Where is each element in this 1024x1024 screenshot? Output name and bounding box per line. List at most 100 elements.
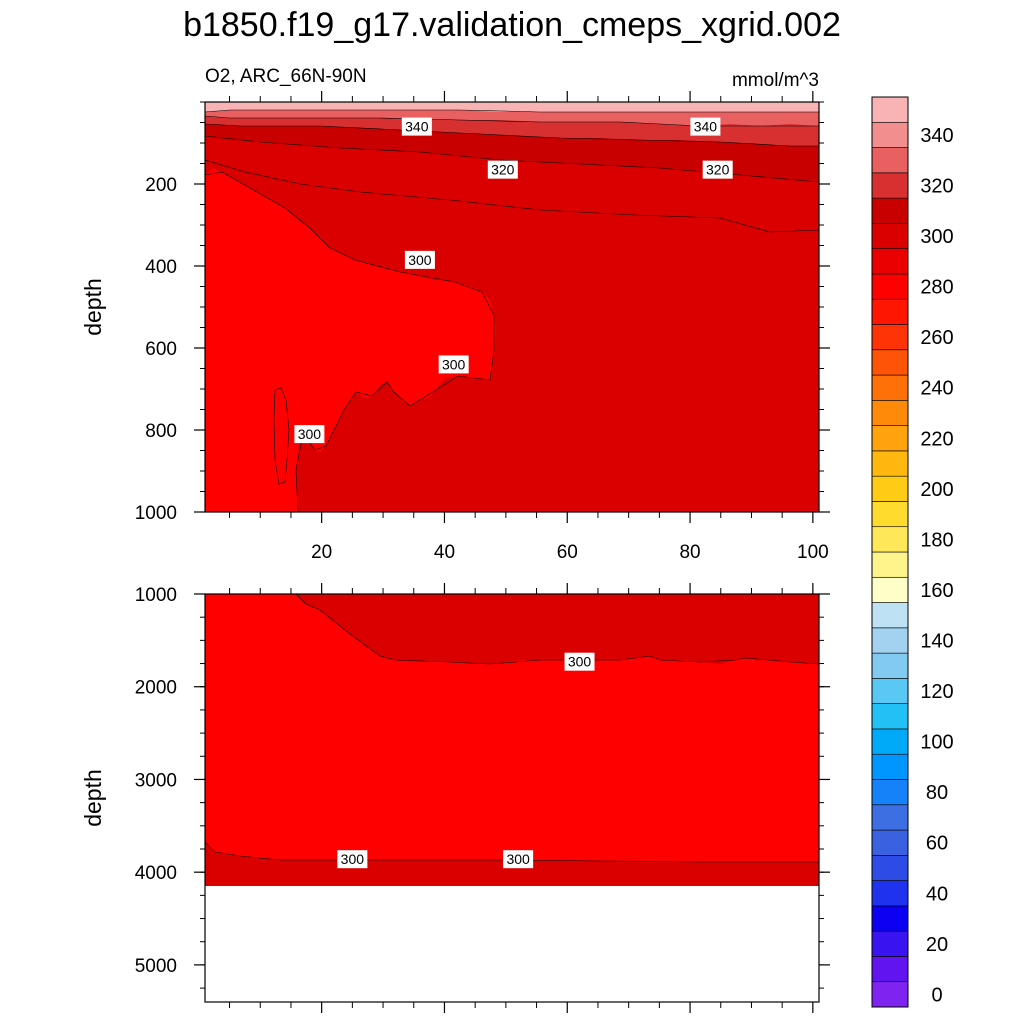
contour-label-text: 300 — [506, 851, 530, 867]
colorbar-box — [871, 501, 909, 528]
colorbar-box — [871, 400, 909, 426]
colorbar-label: 80 — [926, 782, 948, 804]
lower-ylabel: depth — [80, 769, 106, 827]
colorbar-box — [871, 223, 909, 249]
lower-y-tick-label: 3000 — [135, 770, 177, 791]
contour-label: 300 — [337, 850, 368, 869]
contour-label-text: 340 — [694, 119, 718, 135]
upper-y-tick-label: 1000 — [135, 503, 177, 524]
lower-contour-fill — [205, 594, 819, 886]
upper-contour-labels: 340 340 320 320 300 300 300 — [294, 117, 733, 444]
colorbar-label: 40 — [926, 883, 948, 905]
colorbar-label: 160 — [920, 580, 953, 602]
upper-line-300-island — [273, 387, 290, 485]
colorbar-label: 300 — [920, 226, 953, 248]
upper-region-350-up — [205, 102, 819, 112]
contour-label-box — [690, 117, 721, 136]
contour-label-text: 300 — [341, 851, 365, 867]
upper-line-340 — [205, 115, 819, 127]
colorbar-box — [871, 172, 909, 199]
colorbar-box — [871, 576, 909, 603]
upper-ylabel: depth — [80, 278, 106, 336]
colorbar-label: 260 — [920, 327, 953, 349]
contour-label-text: 300 — [442, 356, 466, 372]
x-tick-label: 60 — [557, 542, 578, 563]
contour-label-box — [337, 850, 368, 869]
colorbar-label: 280 — [920, 277, 953, 299]
contour-label-box — [401, 117, 432, 136]
contour-label-box — [503, 850, 534, 869]
contour-label-text: 320 — [706, 162, 730, 178]
colorbar-box — [871, 248, 909, 275]
contour-label: 300 — [564, 652, 595, 671]
contour-label-box — [702, 160, 733, 179]
colorbar-box — [871, 324, 909, 351]
colorbar-label: 60 — [926, 833, 948, 855]
colorbar-label: 320 — [920, 175, 953, 197]
x-tick-label: 40 — [434, 542, 455, 563]
colorbar-box — [871, 703, 909, 730]
colorbar-label: 340 — [920, 125, 953, 147]
contour-label: 320 — [702, 160, 733, 179]
x-tick-label: 20 — [311, 542, 332, 563]
contour-label-text: 300 — [298, 426, 322, 442]
contour-label-box — [487, 160, 518, 179]
contour-label: 340 — [401, 117, 432, 136]
upper-line-330 — [205, 123, 819, 147]
lower-line-300-a — [295, 594, 819, 665]
colorbar-box — [871, 678, 909, 704]
upper-line-310 — [205, 159, 819, 233]
lower-contour-labels: 300 300 300 — [337, 652, 595, 869]
colorbar-box — [871, 728, 909, 755]
colorbar-box — [871, 96, 909, 123]
lower-y-tick-label: 4000 — [135, 863, 177, 884]
contour-label-text: 320 — [491, 162, 515, 178]
lower-panel-frame — [204, 593, 820, 1003]
contour-label: 300 — [404, 250, 435, 269]
colorbar-box — [871, 753, 909, 780]
chart-subtitle-right: mmol/m^3 — [732, 70, 819, 91]
colorbar-label: 220 — [920, 428, 953, 450]
contour-label-text: 300 — [568, 654, 592, 670]
upper-ticks: 200 400 600 800 1000 20 40 60 80 100 — [135, 91, 830, 563]
colorbar-label: 140 — [920, 630, 953, 652]
colorbar-box — [871, 374, 909, 401]
contour-label-box — [438, 355, 469, 374]
contour-label: 300 — [503, 850, 534, 869]
lower-ticks: 1000 2000 3000 4000 5000 — [135, 583, 830, 1013]
lower-contour-lines — [205, 594, 819, 863]
upper-y-tick-label: 400 — [145, 257, 177, 278]
colorbar-label: 200 — [920, 479, 953, 501]
colorbar-box — [871, 627, 909, 654]
colorbar-box — [871, 905, 909, 932]
upper-y-tick-label: 600 — [145, 339, 177, 360]
colorbar-box — [871, 475, 909, 502]
contour-label: 320 — [487, 160, 518, 179]
x-tick-label: 80 — [679, 542, 700, 563]
lower-y-tick-label: 5000 — [135, 956, 177, 977]
colorbar-box — [871, 804, 909, 831]
lower-y-tick-label: 2000 — [135, 678, 177, 699]
upper-y-tick-label: 800 — [145, 421, 177, 442]
colorbar-box — [871, 930, 909, 957]
colorbar-box — [871, 526, 909, 553]
colorbar-box — [871, 551, 909, 578]
upper-line-300 — [205, 171, 495, 512]
contour-label-text: 300 — [408, 252, 432, 268]
colorbar-box — [871, 880, 909, 907]
colorbar-box — [871, 121, 909, 148]
upper-panel: 340 340 320 320 300 300 300 200 400 600 800 1000 20… — [80, 91, 830, 563]
colorbar-box — [871, 425, 909, 452]
upper-y-tick-label: 200 — [145, 175, 177, 196]
contour-label-text: 340 — [405, 119, 429, 135]
colorbar-box — [871, 855, 909, 881]
colorbar-label: 240 — [920, 378, 953, 400]
colorbar-label: 100 — [920, 732, 953, 754]
contour-label: 340 — [690, 117, 721, 136]
colorbar-label: 180 — [920, 529, 953, 551]
colorbar-box — [871, 602, 909, 629]
colorbar-box — [871, 298, 909, 325]
colorbar-box — [871, 349, 909, 376]
colorbar-frame — [871, 96, 909, 1008]
lower-region-310-upper — [296, 594, 819, 664]
